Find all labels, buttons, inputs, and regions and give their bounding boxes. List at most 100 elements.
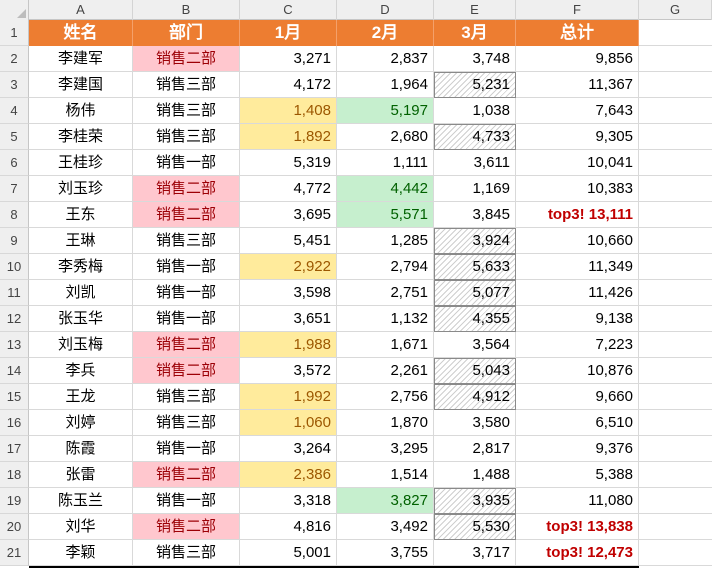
cell-feb[interactable]: 1,132	[337, 306, 434, 332]
select-all-corner[interactable]	[0, 0, 29, 20]
column-header-e[interactable]: E	[434, 0, 516, 20]
cell-jan[interactable]: 3,572	[240, 358, 337, 384]
cell-name[interactable]: 王琳	[29, 228, 133, 254]
cell-dept[interactable]: 销售三部	[133, 72, 240, 98]
cell-empty-g[interactable]	[639, 488, 712, 514]
cell-mar[interactable]: 5,633	[434, 254, 516, 280]
row-header-21[interactable]: 21	[0, 540, 29, 566]
cell-name[interactable]: 王东	[29, 202, 133, 228]
cell-name[interactable]: 王龙	[29, 384, 133, 410]
cell-feb[interactable]: 2,837	[337, 46, 434, 72]
header-cell-m3[interactable]: 3月	[434, 20, 516, 46]
cell-feb[interactable]: 4,442	[337, 176, 434, 202]
cell-dept[interactable]: 销售一部	[133, 488, 240, 514]
row-header-17[interactable]: 17	[0, 436, 29, 462]
column-header-f[interactable]: F	[516, 0, 639, 20]
cell-dept[interactable]: 销售二部	[133, 462, 240, 488]
cell-mar[interactable]: 5,043	[434, 358, 516, 384]
cell-name[interactable]: 刘玉梅	[29, 332, 133, 358]
cell-feb[interactable]: 2,756	[337, 384, 434, 410]
cell-total[interactable]: 11,367	[516, 72, 639, 98]
cell-jan[interactable]: 3,651	[240, 306, 337, 332]
cell-jan[interactable]: 3,264	[240, 436, 337, 462]
row-header-16[interactable]: 16	[0, 410, 29, 436]
cell-total[interactable]: top3! 13,111	[516, 202, 639, 228]
cell-feb[interactable]: 3,492	[337, 514, 434, 540]
cell-total[interactable]: 10,041	[516, 150, 639, 176]
cell-empty-g[interactable]	[639, 124, 712, 150]
cell-jan[interactable]: 4,816	[240, 514, 337, 540]
cell-jan[interactable]: 1,060	[240, 410, 337, 436]
cell-dept[interactable]: 销售一部	[133, 436, 240, 462]
cell-total[interactable]: 10,876	[516, 358, 639, 384]
cell-feb[interactable]: 3,755	[337, 540, 434, 566]
cell-total[interactable]: 6,510	[516, 410, 639, 436]
row-header-12[interactable]: 12	[0, 306, 29, 332]
cell-dept[interactable]: 销售二部	[133, 332, 240, 358]
cell-mar[interactable]: 3,924	[434, 228, 516, 254]
cell-dept[interactable]: 销售一部	[133, 150, 240, 176]
cell-feb[interactable]: 2,794	[337, 254, 434, 280]
row-header-15[interactable]: 15	[0, 384, 29, 410]
header-cell-m1[interactable]: 1月	[240, 20, 337, 46]
cell-dept[interactable]: 销售二部	[133, 358, 240, 384]
cell-mar[interactable]: 4,912	[434, 384, 516, 410]
cell-jan[interactable]: 2,922	[240, 254, 337, 280]
cell-total[interactable]: top3! 12,473	[516, 540, 639, 566]
cell-mar[interactable]: 1,169	[434, 176, 516, 202]
cell-total[interactable]: 9,660	[516, 384, 639, 410]
cell-name[interactable]: 刘玉珍	[29, 176, 133, 202]
cell-dept[interactable]: 销售二部	[133, 46, 240, 72]
cell-total[interactable]: top3! 13,838	[516, 514, 639, 540]
cell-name[interactable]: 李颖	[29, 540, 133, 566]
cell-jan[interactable]: 5,001	[240, 540, 337, 566]
cell-total[interactable]: 11,426	[516, 280, 639, 306]
header-cell-name[interactable]: 姓名	[29, 20, 133, 46]
cell-total[interactable]: 7,223	[516, 332, 639, 358]
cell-empty-g[interactable]	[639, 514, 712, 540]
cell-feb[interactable]: 1,514	[337, 462, 434, 488]
cell-empty-g[interactable]	[639, 72, 712, 98]
cell-mar[interactable]: 3,611	[434, 150, 516, 176]
cell-mar[interactable]: 4,733	[434, 124, 516, 150]
cell-dept[interactable]: 销售三部	[133, 124, 240, 150]
row-header-8[interactable]: 8	[0, 202, 29, 228]
cell-name[interactable]: 刘华	[29, 514, 133, 540]
cell-dept[interactable]: 销售三部	[133, 228, 240, 254]
cell-feb[interactable]: 2,680	[337, 124, 434, 150]
cell-name[interactable]: 杨伟	[29, 98, 133, 124]
row-header-3[interactable]: 3	[0, 72, 29, 98]
cell-name[interactable]: 李建国	[29, 72, 133, 98]
cell-total[interactable]: 9,856	[516, 46, 639, 72]
row-header-1[interactable]: 1	[0, 20, 29, 46]
cell-total[interactable]: 9,305	[516, 124, 639, 150]
cell-dept[interactable]: 销售三部	[133, 384, 240, 410]
cell-feb[interactable]: 2,751	[337, 280, 434, 306]
row-header-10[interactable]: 10	[0, 254, 29, 280]
cell-mar[interactable]: 5,077	[434, 280, 516, 306]
cell-mar[interactable]: 1,488	[434, 462, 516, 488]
cell-feb[interactable]: 1,111	[337, 150, 434, 176]
cell-feb[interactable]: 5,571	[337, 202, 434, 228]
cell-jan[interactable]: 1,892	[240, 124, 337, 150]
cell-mar[interactable]: 2,817	[434, 436, 516, 462]
cell-total[interactable]: 5,388	[516, 462, 639, 488]
header-cell-m2[interactable]: 2月	[337, 20, 434, 46]
row-header-9[interactable]: 9	[0, 228, 29, 254]
cell-empty-g[interactable]	[639, 98, 712, 124]
cell-dept[interactable]: 销售三部	[133, 410, 240, 436]
cell-name[interactable]: 李兵	[29, 358, 133, 384]
cell-empty-g[interactable]	[639, 410, 712, 436]
cell-empty-g[interactable]	[639, 280, 712, 306]
cell-dept[interactable]: 销售二部	[133, 176, 240, 202]
cell-mar[interactable]: 5,530	[434, 514, 516, 540]
cell-jan[interactable]: 2,386	[240, 462, 337, 488]
cell-empty-g[interactable]	[639, 384, 712, 410]
cell-jan[interactable]: 5,319	[240, 150, 337, 176]
cell-feb[interactable]: 1,964	[337, 72, 434, 98]
cell-empty-g[interactable]	[639, 436, 712, 462]
row-header-13[interactable]: 13	[0, 332, 29, 358]
cell-mar[interactable]: 1,038	[434, 98, 516, 124]
cell-name[interactable]: 陈霞	[29, 436, 133, 462]
cell-empty-g[interactable]	[639, 20, 712, 46]
